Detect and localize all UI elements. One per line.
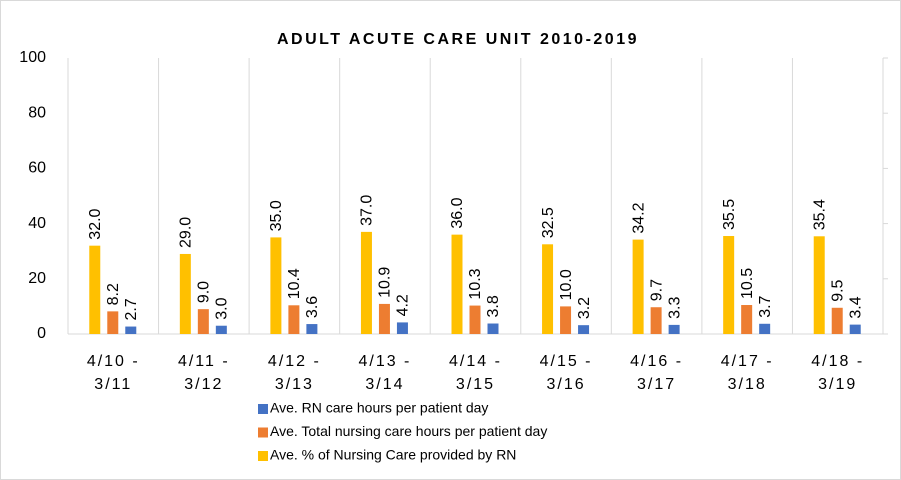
x-tick-label-line: 4/17 - [721,353,774,370]
legend-swatch [258,451,268,461]
value-label: 9.0 [196,281,213,303]
bar [270,237,282,334]
bar [396,322,408,334]
legend-label: Ave. % of Nursing Care provided by RN [270,447,516,463]
value-label: 3.6 [304,296,321,318]
y-tick-label: 40 [28,215,46,232]
x-tick-label: 4/16 - 3/17 [630,353,683,393]
x-tick-label-line: 3/18 [728,376,767,393]
value-label: 4.2 [395,294,412,316]
x-tick-label-line: 3/11 [94,376,132,393]
bar [360,231,372,334]
bar [542,244,554,334]
bar [306,324,318,334]
x-tick-label: 4/13 - 3/14 [358,353,411,393]
legend-swatch [258,404,268,414]
x-tick-label: 4/17 - 3/18 [721,353,774,393]
value-label: 3.7 [757,295,774,317]
value-label: 29.0 [178,217,195,248]
bar [668,324,680,334]
y-tick-label: 80 [28,104,46,121]
bar [215,325,227,334]
x-tick-label-line: 4/15 - [540,353,593,370]
x-tick-label: 4/18 - 3/19 [811,353,864,393]
value-label: 32.5 [540,207,557,238]
bar [578,325,590,334]
value-label: 35.0 [268,200,285,231]
value-label: 3.4 [847,296,864,318]
bar [849,324,861,334]
value-label: 9.5 [829,279,846,301]
x-tick-label-line: 3/15 [456,376,495,393]
value-label: 32.0 [87,208,104,239]
value-label: 9.7 [648,279,665,301]
x-tick-label-line: 4/11 - [178,353,230,370]
bar [107,311,119,334]
value-label: 10.3 [467,268,484,299]
bar [125,326,137,334]
value-label: 3.2 [576,297,593,319]
bar [632,239,644,334]
bar [89,245,101,334]
value-label: 10.0 [558,269,575,300]
value-label: 35.5 [721,199,738,230]
x-tick-label-line: 4/13 - [358,353,411,370]
y-tick-label: 20 [28,270,46,287]
x-tick-label: 4/15 - 3/16 [540,353,593,393]
bar [759,323,771,334]
x-tick-label: 4/10 - 3/11 [87,353,140,393]
chart-title: ADULT ACUTE CARE UNIT 2010-2019 [277,31,639,48]
value-label: 37.0 [359,195,376,226]
bar [831,307,843,334]
value-label: 34.2 [630,202,647,233]
bar [197,309,209,334]
value-label: 8.2 [105,283,122,305]
bar [560,306,572,334]
bar [469,305,481,334]
x-tick-label-line: 3/17 [637,376,676,393]
legend-label: Ave. Total nursing care hours per patien… [270,423,547,439]
x-tick-label-line: 4/18 - [811,353,864,370]
x-tick-label-line: 3/13 [275,376,314,393]
y-tick-label: 60 [28,160,46,177]
x-tick-label-line: 4/10 - [87,353,140,370]
legend-label: Ave. RN care hours per patient day [270,400,488,416]
value-label: 2.7 [123,298,140,320]
x-tick-label: 4/11 - 3/12 [178,353,230,393]
bar [741,305,753,334]
bar [288,305,300,334]
x-tick-label-line: 3/12 [184,376,223,393]
bar [487,323,499,334]
x-tick-label: 4/12 - 3/13 [268,353,321,393]
x-tick-label-line: 4/14 - [449,353,502,370]
value-label: 35.4 [811,199,828,230]
x-tick-label-line: 4/16 - [630,353,683,370]
bar [378,303,390,334]
x-tick-label: 4/14 - 3/15 [449,353,502,393]
bar [813,236,825,334]
x-tick-label-line: 4/12 - [268,353,321,370]
value-label: 36.0 [449,197,466,228]
bar [451,234,463,334]
value-label: 10.5 [739,268,756,299]
x-tick-label-line: 3/16 [546,376,585,393]
value-label: 3.0 [214,297,231,319]
y-tick-label: 0 [37,325,46,342]
value-label: 3.8 [485,295,502,317]
bar [723,236,735,334]
x-tick-label-line: 3/14 [365,376,404,393]
x-tick-label-line: 3/19 [818,376,857,393]
value-label: 10.4 [286,268,303,299]
bar [179,253,191,334]
bar [650,307,662,334]
y-tick-label: 100 [19,49,46,66]
legend-swatch [258,427,268,438]
value-label: 10.9 [377,267,394,298]
value-label: 3.3 [666,297,683,319]
